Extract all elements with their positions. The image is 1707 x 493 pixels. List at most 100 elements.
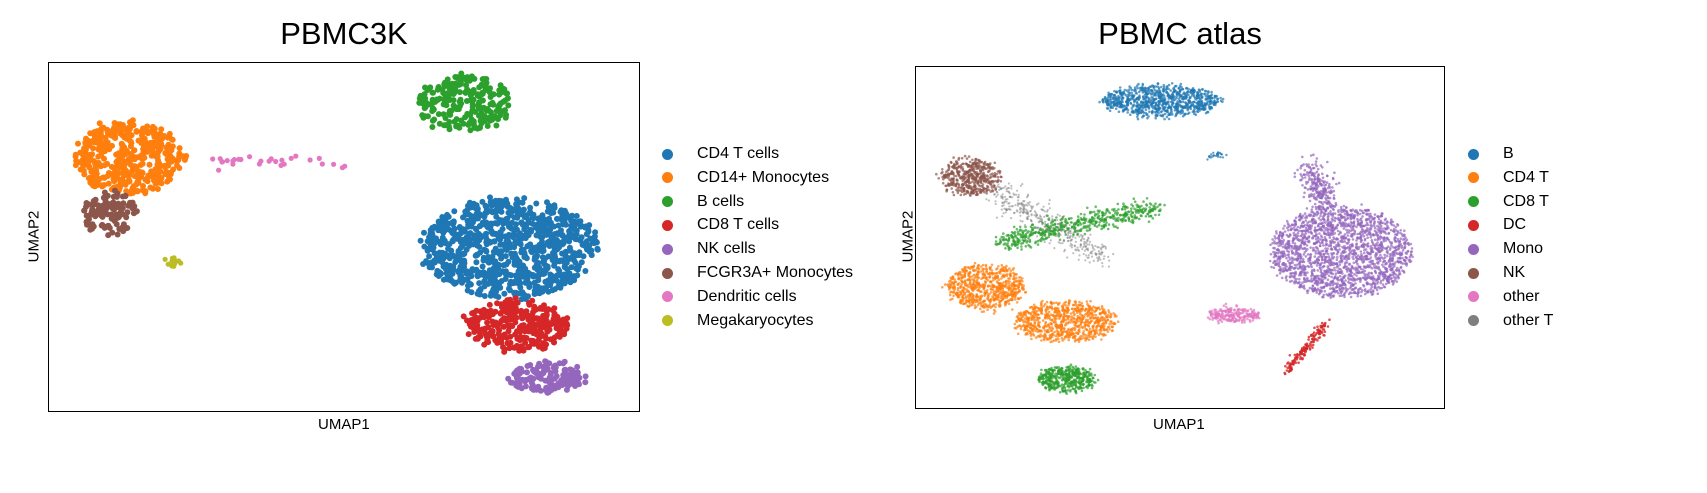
data-point bbox=[1397, 241, 1401, 245]
data-point bbox=[1396, 252, 1399, 256]
data-point bbox=[133, 163, 140, 170]
data-point bbox=[462, 208, 469, 215]
data-point bbox=[1322, 224, 1326, 227]
data-point bbox=[488, 208, 494, 214]
data-point bbox=[466, 321, 473, 328]
data-point bbox=[154, 165, 161, 172]
data-point bbox=[1311, 286, 1314, 290]
data-point bbox=[1144, 96, 1148, 99]
data-point bbox=[460, 313, 467, 320]
data-point bbox=[1385, 254, 1389, 258]
data-point bbox=[526, 281, 533, 287]
data-point bbox=[1329, 287, 1332, 290]
data-point bbox=[1166, 94, 1169, 98]
data-point bbox=[1378, 268, 1381, 271]
data-point bbox=[1154, 114, 1158, 118]
data-point bbox=[1273, 259, 1276, 263]
legend-item-nk-cells: NK cells bbox=[662, 239, 756, 259]
data-point bbox=[1342, 204, 1346, 208]
data-point bbox=[511, 207, 518, 213]
data-point bbox=[458, 261, 465, 268]
data-point bbox=[1313, 234, 1317, 238]
data-point bbox=[518, 307, 525, 314]
data-point bbox=[1360, 239, 1364, 242]
data-point bbox=[1200, 92, 1203, 96]
data-point bbox=[1290, 259, 1294, 262]
data-point bbox=[1306, 253, 1310, 256]
data-point bbox=[1285, 233, 1289, 237]
legend-item-cd4-t-cells: CD4 T cells bbox=[662, 144, 779, 164]
data-point bbox=[504, 303, 511, 310]
data-point bbox=[123, 130, 130, 136]
data-point bbox=[1137, 82, 1140, 86]
data-point bbox=[477, 270, 484, 277]
data-point bbox=[473, 327, 480, 334]
data-point bbox=[1292, 275, 1295, 279]
data-point bbox=[535, 336, 542, 343]
data-point bbox=[1336, 271, 1340, 274]
data-point bbox=[568, 264, 575, 271]
data-point bbox=[1287, 255, 1291, 259]
data-point bbox=[468, 223, 475, 230]
data-point bbox=[1290, 279, 1294, 283]
data-point bbox=[1343, 257, 1346, 261]
data-point bbox=[1173, 98, 1177, 101]
legend-marker bbox=[662, 172, 673, 184]
data-point bbox=[560, 360, 567, 367]
data-point bbox=[513, 254, 520, 261]
data-point bbox=[1326, 216, 1330, 219]
data-point bbox=[1098, 100, 1101, 104]
data-point bbox=[497, 207, 504, 214]
data-point bbox=[129, 117, 136, 124]
data-point bbox=[1172, 95, 1176, 98]
data-point bbox=[1365, 257, 1368, 261]
data-point bbox=[1340, 252, 1343, 255]
data-point bbox=[1315, 241, 1318, 244]
data-point bbox=[1341, 277, 1344, 281]
data-point bbox=[1393, 254, 1396, 257]
data-point bbox=[1345, 267, 1348, 271]
data-point bbox=[1396, 224, 1400, 227]
data-point bbox=[563, 213, 570, 220]
data-point bbox=[96, 120, 103, 127]
data-point bbox=[474, 92, 481, 99]
data-point bbox=[1219, 96, 1222, 100]
data-point bbox=[487, 310, 494, 317]
data-point bbox=[1411, 255, 1414, 259]
data-point bbox=[1322, 252, 1325, 256]
data-point bbox=[1351, 225, 1355, 229]
data-point bbox=[1146, 116, 1149, 120]
data-point bbox=[1152, 100, 1155, 104]
data-point bbox=[1370, 239, 1374, 242]
data-point bbox=[441, 122, 448, 129]
data-point bbox=[101, 182, 108, 188]
data-point bbox=[1383, 236, 1387, 240]
data-point bbox=[1391, 263, 1395, 266]
data-point bbox=[1285, 279, 1288, 282]
data-point bbox=[1269, 243, 1272, 247]
data-point bbox=[1287, 245, 1290, 248]
data-point bbox=[1370, 286, 1373, 289]
data-point bbox=[1310, 231, 1313, 235]
data-point bbox=[457, 244, 464, 251]
data-point bbox=[544, 389, 551, 396]
data-point bbox=[1317, 258, 1320, 262]
data-point bbox=[1399, 265, 1403, 269]
data-point bbox=[1182, 91, 1186, 94]
data-point bbox=[1130, 107, 1134, 110]
data-point bbox=[484, 319, 491, 326]
data-point bbox=[472, 252, 479, 259]
data-point bbox=[1373, 283, 1377, 286]
data-point bbox=[1371, 290, 1375, 293]
data-point bbox=[443, 102, 450, 109]
data-point bbox=[486, 301, 493, 308]
data-point bbox=[1164, 102, 1168, 106]
data-point bbox=[1109, 98, 1113, 101]
data-point bbox=[1314, 259, 1317, 263]
data-point bbox=[591, 233, 598, 240]
data-point bbox=[1310, 269, 1314, 272]
data-point bbox=[1363, 292, 1367, 296]
data-point bbox=[490, 101, 497, 108]
data-point bbox=[1119, 105, 1123, 109]
data-point bbox=[1317, 292, 1321, 296]
